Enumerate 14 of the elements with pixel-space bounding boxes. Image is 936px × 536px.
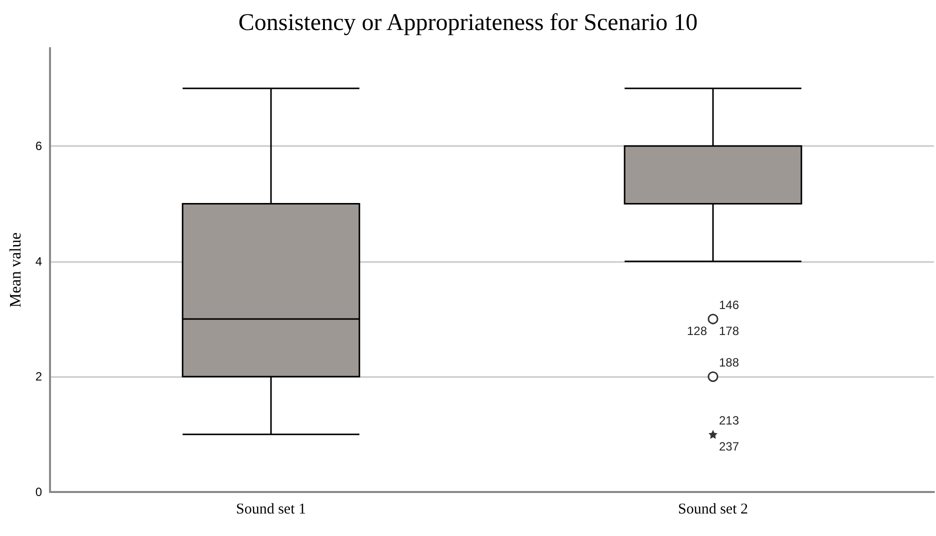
y-tick-label: 2 — [35, 370, 42, 384]
annotation: 213 — [719, 413, 740, 428]
y-tick-label: 4 — [35, 254, 42, 268]
annotation: 178 — [719, 324, 740, 338]
chart-title: Consistency or Appropriateness for Scenario 10 — [238, 10, 698, 36]
y-tick-label: 0 — [35, 485, 42, 499]
y-tick-label: 6 — [35, 139, 42, 154]
annotation: 188 — [719, 356, 740, 370]
annotation: 146 — [719, 298, 740, 312]
annotation: 128 — [687, 324, 708, 338]
x-tick-label: Sound set 2 — [678, 502, 748, 518]
annotation: 237 — [719, 439, 740, 454]
y-axis-title: Mean value — [8, 232, 24, 308]
x-tick-label: Sound set 1 — [236, 502, 306, 518]
